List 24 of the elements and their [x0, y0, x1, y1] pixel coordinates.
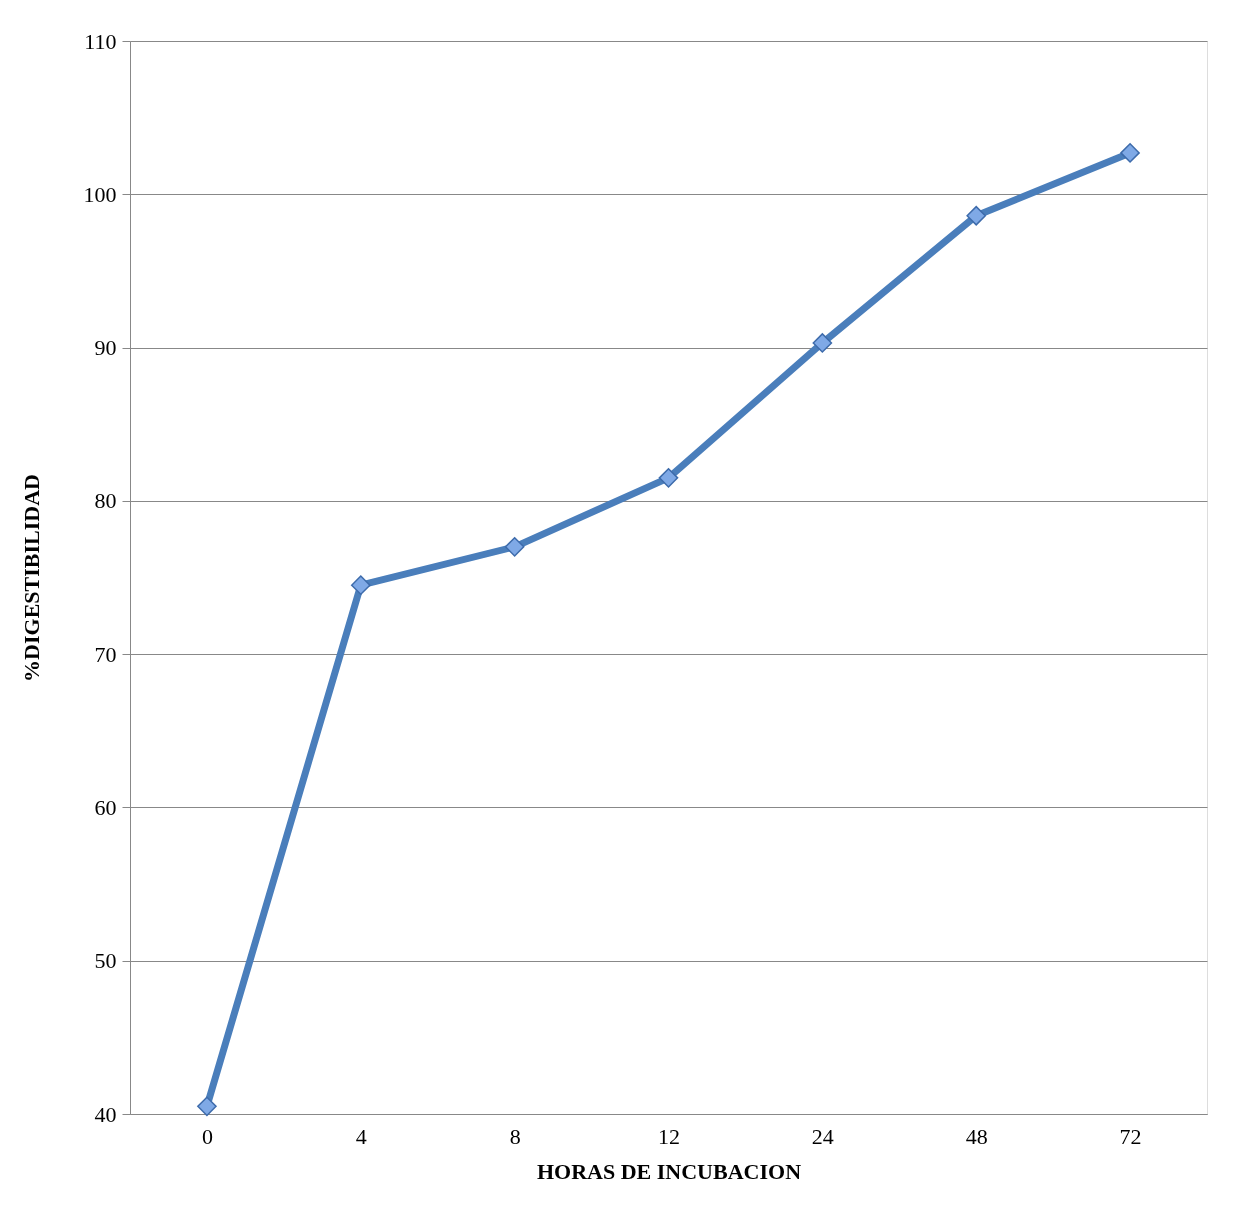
y-tick-label: 50 — [94, 948, 117, 974]
x-tick-label: 0 — [201, 1123, 213, 1149]
y-tick-label: 100 — [83, 181, 117, 207]
x-axis-title: HORAS DE INCUBACION — [536, 1158, 802, 1184]
x-tick-label: 4 — [355, 1123, 367, 1149]
point — [812, 333, 833, 353]
y-tick-label: 60 — [94, 794, 117, 820]
x-tick-label: 12 — [658, 1123, 680, 1149]
y-tick-label: 40 — [94, 1101, 117, 1127]
point — [504, 537, 525, 557]
y-tick-label: 70 — [94, 641, 117, 667]
point — [197, 1096, 217, 1117]
point — [966, 205, 987, 226]
point — [1120, 143, 1140, 163]
point — [350, 575, 371, 595]
x-tick-label: 8 — [509, 1123, 521, 1149]
x-tick-label: 48 — [965, 1123, 988, 1149]
y-tick-label: 110 — [84, 28, 117, 54]
y-tick-label: 90 — [94, 335, 117, 361]
y-tick-label: 80 — [94, 488, 117, 514]
y-axis-title: %DIGESTIBILIDAD — [18, 474, 44, 682]
x-tick-label: 72 — [1119, 1123, 1142, 1149]
point — [658, 468, 679, 488]
x-tick-label: 24 — [811, 1123, 834, 1149]
